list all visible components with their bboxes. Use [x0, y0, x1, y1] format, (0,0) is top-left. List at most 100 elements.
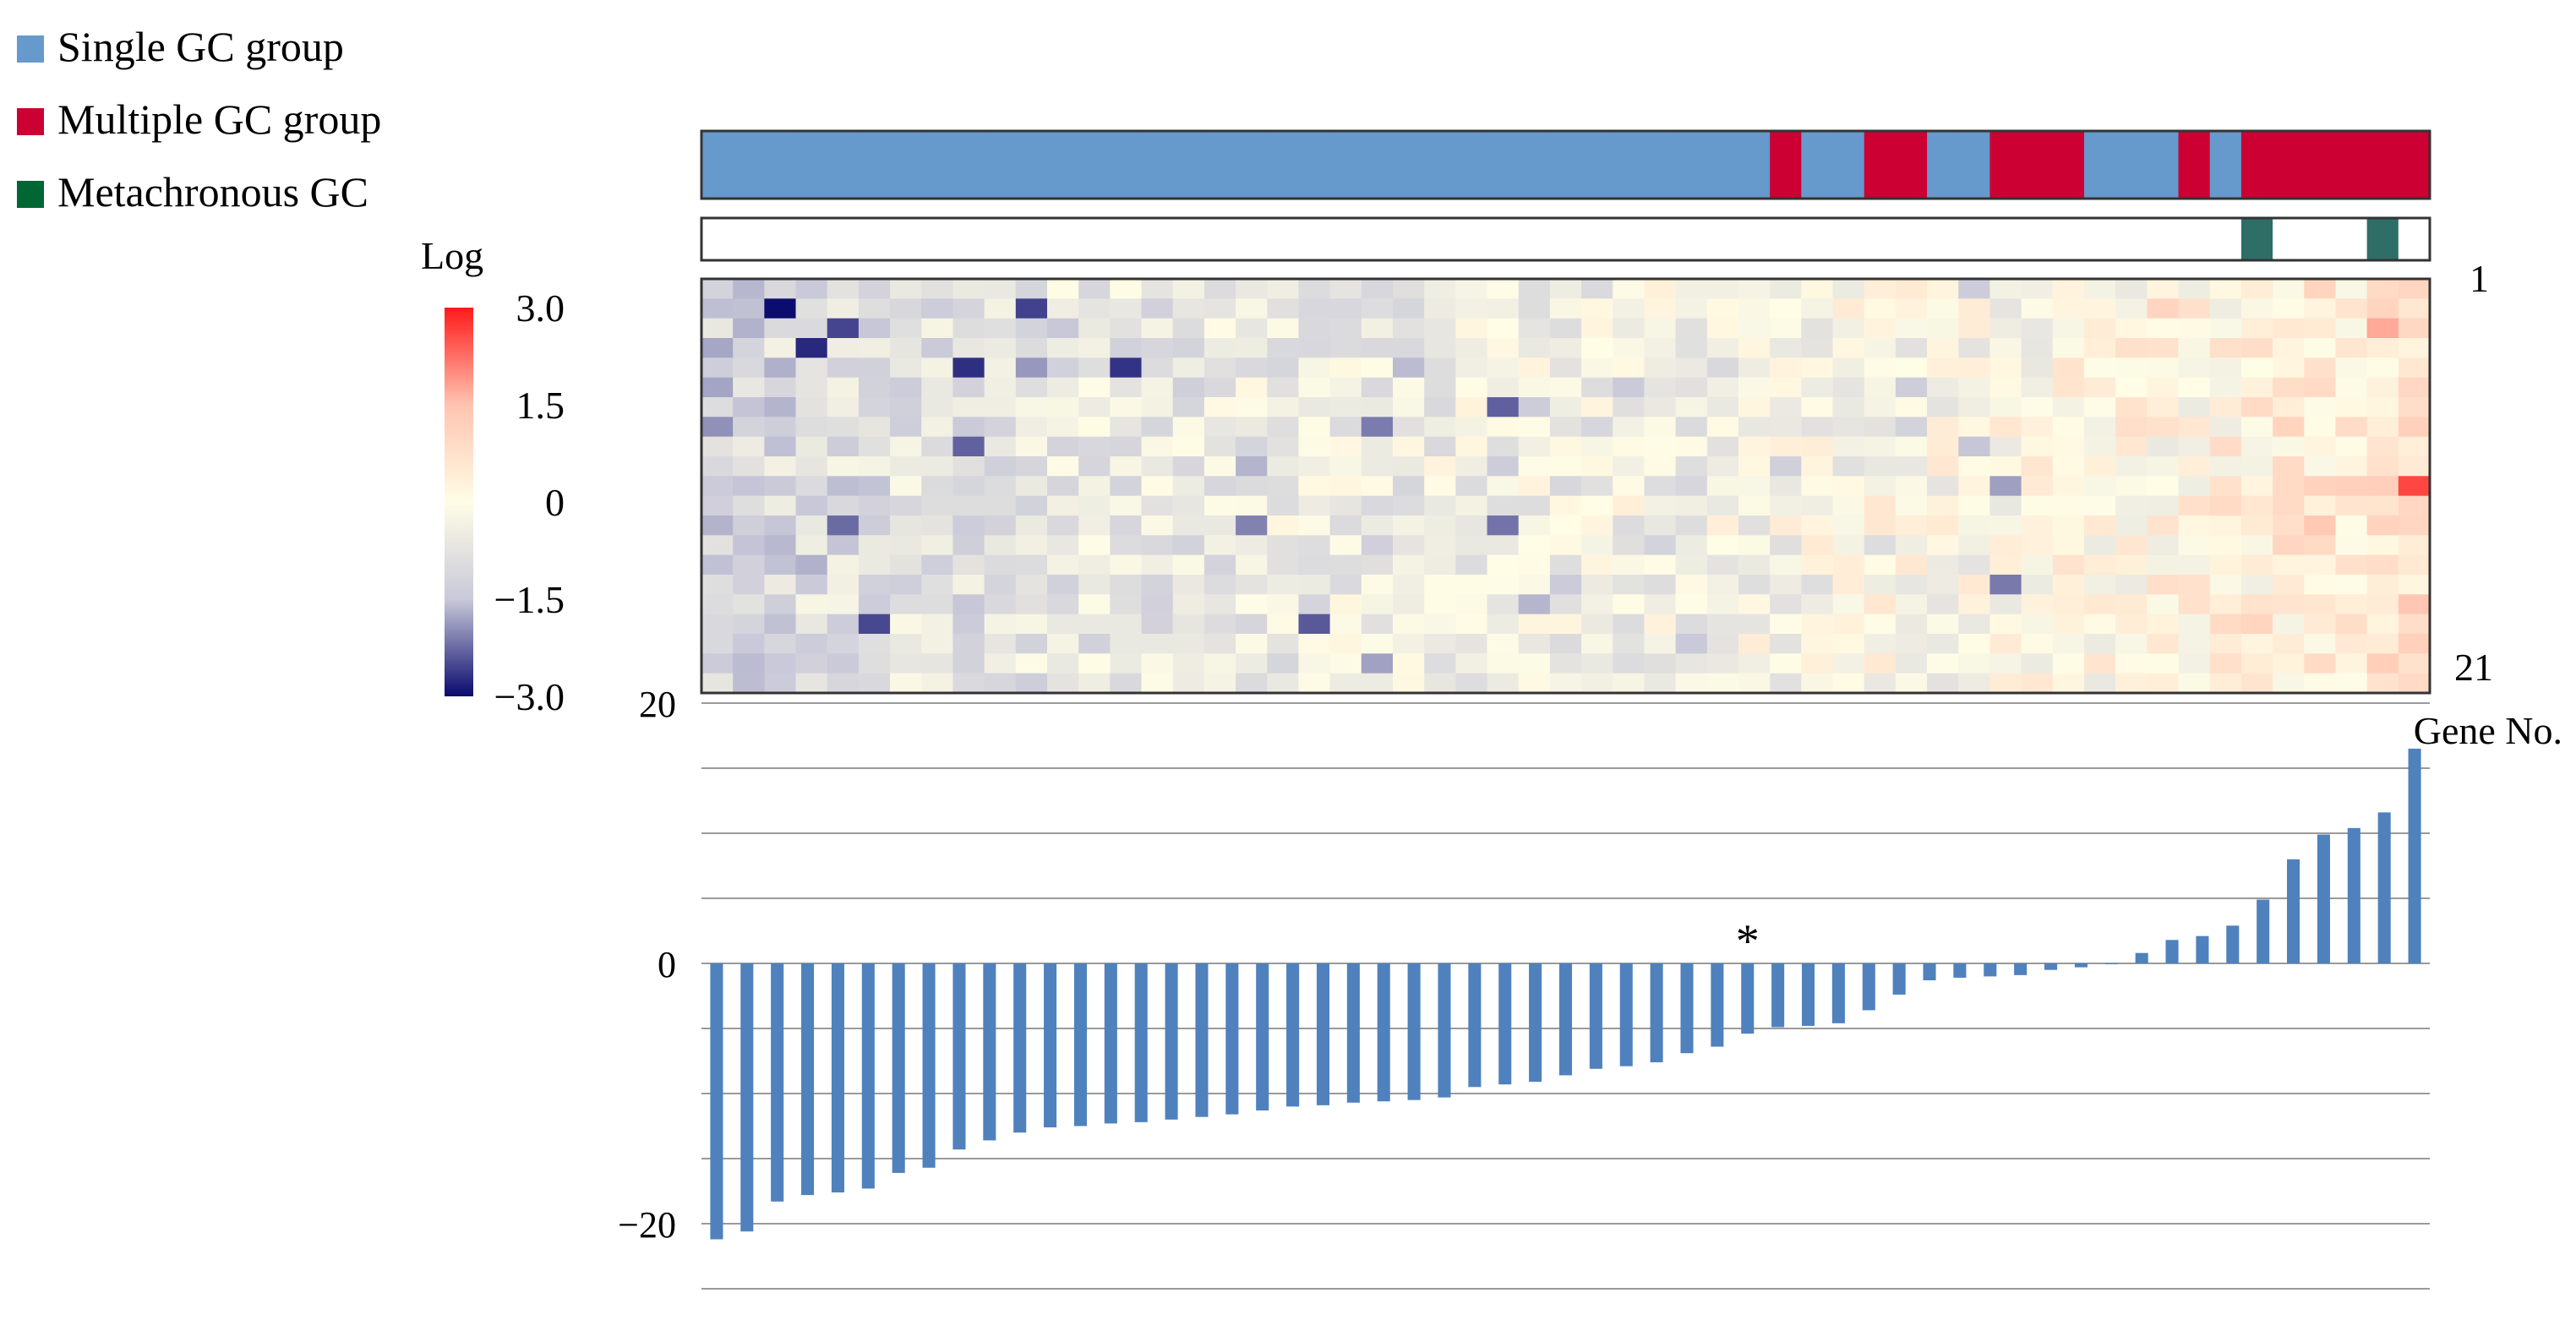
heatmap-cell: [733, 397, 765, 417]
heatmap-cell: [1644, 673, 1677, 694]
heatmap-cell: [1801, 377, 1834, 398]
heatmap-cell: [1361, 614, 1394, 635]
group-annotation-track: [700, 129, 2431, 200]
heatmap-cell: [1864, 515, 1897, 536]
heatmap-cell: [1864, 298, 1897, 319]
heatmap-cell: [2240, 298, 2273, 319]
heatmap-cell: [1927, 634, 1959, 654]
heatmap-cell: [2209, 535, 2242, 556]
heatmap-cell: [1989, 436, 2022, 457]
heatmap-cell: [1141, 495, 1174, 516]
heatmap-cell: [1078, 495, 1111, 516]
heatmap-cell: [2304, 417, 2337, 438]
heatmap-cell: [2240, 318, 2273, 339]
heatmap-cell: [1329, 614, 1362, 635]
heatmap-cell: [701, 377, 734, 398]
heatmap-cell: [1706, 594, 1739, 615]
heatmap-cell: [1801, 456, 1834, 477]
group-track-cell: [1738, 131, 1771, 199]
heatmap-cell: [2366, 357, 2399, 379]
heatmap-cell: [2115, 594, 2148, 615]
heatmap-cell: [1675, 377, 1708, 398]
heatmap-cell: [2240, 614, 2273, 635]
heatmap-cell: [1706, 417, 1739, 438]
heatmap-cell: [1141, 417, 1174, 438]
heatmap-cell: [1015, 476, 1048, 497]
heatmap-cell: [2115, 456, 2148, 477]
heatmap-cell: [1267, 614, 1300, 635]
heatmap-cell: [1267, 298, 1300, 319]
heatmap-cell: [1236, 495, 1268, 516]
heatmap-cell: [890, 634, 922, 654]
heatmap-cell: [1015, 614, 1048, 635]
heatmap-cell: [1518, 377, 1551, 398]
heatmap-cell: [2209, 554, 2242, 575]
heatmap-cell: [2178, 495, 2211, 516]
heatmap-cell: [1895, 476, 1928, 497]
heatmap-cell: [1424, 673, 1456, 694]
heatmap-cell: [1581, 535, 1613, 556]
heatmap-cell: [1613, 417, 1645, 438]
heatmap-cell: [858, 436, 891, 457]
heatmap-cell: [701, 554, 734, 575]
heatmap-cell: [764, 614, 797, 635]
heatmap-cell: [1581, 456, 1613, 477]
heatmap-cell: [1455, 535, 1488, 556]
bar: [1892, 963, 1906, 995]
heatmap-cell: [1172, 298, 1205, 319]
heatmap-cell: [1801, 318, 1834, 339]
heatmap-cell: [1801, 575, 1834, 595]
heatmap-cell: [1298, 515, 1331, 536]
heatmap-cell: [2366, 673, 2399, 694]
heatmap-cell: [1927, 456, 1959, 477]
heatmap-cell: [858, 318, 891, 339]
bar: [2165, 940, 2179, 963]
heatmap-cell: [1329, 673, 1362, 694]
heatmap-cell: [921, 594, 954, 615]
heatmap-cell: [827, 377, 860, 398]
heatmap-cell: [1675, 279, 1708, 299]
heatmap-cell: [2115, 338, 2148, 358]
heatmap-cell: [1989, 397, 2022, 417]
heatmap-cell: [2366, 397, 2399, 417]
colorbar-tick-label: 1.5: [516, 384, 565, 427]
heatmap-cell: [858, 279, 891, 299]
heatmap-cell: [952, 357, 985, 379]
heatmap-cell: [1329, 594, 1362, 615]
heatmap-cell: [1518, 338, 1551, 358]
heatmap-cell: [1298, 357, 1331, 379]
heatmap-cell: [1424, 495, 1456, 516]
heatmap-cell: [733, 338, 765, 358]
heatmap-cell: [2273, 673, 2305, 694]
group-track-cell: [1141, 131, 1174, 199]
heatmap-cell: [2209, 476, 2242, 497]
heatmap-cell: [1110, 279, 1143, 299]
heatmap-cell: [2178, 318, 2211, 339]
heatmap-cell: [1172, 456, 1205, 477]
heatmap-cell: [1801, 279, 1834, 299]
heatmap-cell: [1172, 279, 1205, 299]
heatmap-cell: [1895, 575, 1928, 595]
heatmap-cell: [795, 653, 828, 674]
heatmap-cell: [1581, 673, 1613, 694]
heatmap-cell: [890, 377, 922, 398]
heatmap-cell: [701, 673, 734, 694]
heatmap-cell: [1770, 357, 1802, 379]
group-track-cell: [1455, 131, 1488, 199]
heatmap-cell: [1644, 318, 1677, 339]
heatmap-cell: [1393, 495, 1425, 516]
heatmap-cell: [2366, 554, 2399, 575]
heatmap-cell: [2021, 318, 2054, 339]
heatmap-cell: [1958, 634, 1991, 654]
heatmap-cell: [2273, 476, 2305, 497]
heatmap-cell: [2304, 298, 2337, 319]
heatmap-cell: [1141, 575, 1174, 595]
heatmap-cell: [2052, 338, 2085, 358]
heatmap-cell: [1801, 338, 1834, 358]
heatmap-cell: [1613, 397, 1645, 417]
heatmap-cell: [1738, 456, 1771, 477]
heatmap-cell: [1518, 495, 1551, 516]
heatmap-cell: [1047, 436, 1079, 457]
heatmap-cell: [1895, 377, 1928, 398]
heatmap-cell: [1141, 614, 1174, 635]
